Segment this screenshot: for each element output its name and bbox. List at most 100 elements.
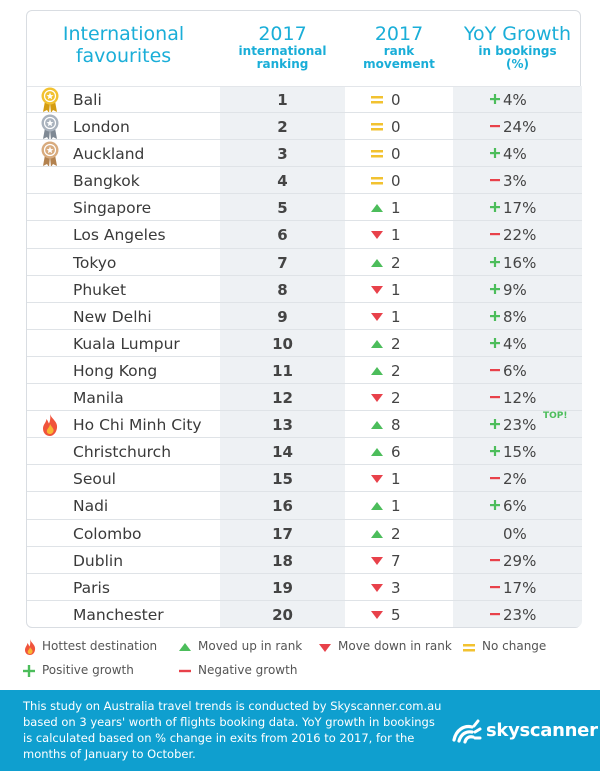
growth-header-sub2: (%) [506, 57, 529, 71]
logo-text: skyscanner [486, 720, 598, 741]
rank-value: 17 [272, 524, 293, 543]
growth-value: 24% [503, 118, 537, 137]
header-divider [27, 86, 580, 87]
minus-icon [490, 585, 500, 588]
movement-value: 7 [391, 551, 401, 570]
table-row: Hong Kong 11 2 6% [27, 357, 582, 385]
growth-header-sub1: in bookings [478, 44, 557, 58]
ranking-header-sub2: ranking [256, 57, 309, 71]
growth-value: 12% [503, 389, 537, 408]
growth-value: 15% [503, 443, 537, 462]
plus-icon [490, 283, 500, 294]
city-name: London [73, 118, 130, 137]
growth-value: 4% [503, 334, 527, 353]
movement-value: 5 [391, 605, 401, 624]
movement-value: 0 [391, 172, 401, 191]
favourites-header-line2: favourites [75, 45, 172, 67]
minus-icon [490, 558, 500, 561]
rank-value: 10 [272, 334, 293, 353]
table-row: Kuala Lumpur 10 2 4% [27, 330, 582, 357]
triangle-up-icon [179, 643, 191, 651]
plus-icon [490, 337, 500, 348]
movement-value: 2 [391, 253, 401, 272]
favourites-header-line1: International [62, 23, 185, 45]
growth-value: 17% [503, 199, 537, 218]
ranking-header: 2017 international ranking [220, 23, 345, 71]
movement-header: 2017 rank movement [345, 23, 453, 71]
gold-medal-icon [41, 87, 59, 113]
triangle-down-icon [371, 610, 383, 619]
city-name: Colombo [73, 524, 142, 543]
legend-no-change-label: No change [482, 639, 547, 653]
row-divider [27, 599, 582, 601]
row-divider [27, 491, 582, 493]
movement-value: 3 [391, 578, 401, 597]
row-divider [27, 166, 582, 168]
top-badge: TOP! [543, 411, 568, 422]
triangle-down-icon [371, 556, 383, 565]
triangle-down-icon [371, 231, 383, 240]
footer-text: This study on Australia travel trends is… [23, 699, 442, 761]
table-row: London 2 0 24% [27, 113, 582, 141]
triangle-up-icon [371, 448, 383, 457]
rank-value: 16 [272, 497, 293, 516]
legend-positive-label: Positive growth [42, 663, 134, 677]
minus-icon [490, 396, 500, 399]
favourites-header: International favourites [27, 23, 220, 67]
city-name: Phuket [73, 280, 127, 299]
triangle-up-icon [371, 529, 383, 538]
minus-icon [490, 179, 500, 182]
rank-value: 2 [277, 118, 288, 137]
movement-value: 1 [391, 280, 401, 299]
city-name: Ho Chi Minh City [73, 416, 202, 435]
rank-value: 3 [277, 145, 288, 164]
row-divider [27, 518, 582, 520]
triangle-down-icon [371, 312, 383, 321]
plus-icon [490, 446, 500, 457]
movement-header-sub1: rank [383, 44, 415, 58]
triangle-down-icon [371, 285, 383, 294]
legend-moved-up-label: Moved up in rank [198, 639, 303, 653]
movement-header-sub2: movement [363, 57, 435, 71]
movement-value: 2 [391, 389, 401, 408]
row-divider [27, 383, 582, 385]
legend-hottest-label: Hottest destination [42, 639, 158, 653]
rankings-table: International favourites 2017 internatio… [26, 10, 582, 628]
table-row: Manila 12 2 12% [27, 384, 582, 412]
rank-value: 6 [277, 226, 288, 245]
plus-icon [490, 500, 500, 511]
equals-icon [463, 644, 475, 652]
table-row: New Delhi 9 1 8% [27, 303, 582, 330]
silver-medal-icon [41, 114, 59, 141]
table-row: Tokyo 7 2 16% [27, 249, 582, 276]
bronze-medal-icon [41, 141, 59, 168]
growth-value: 0% [503, 524, 527, 543]
movement-value: 2 [391, 334, 401, 353]
skyscanner-logo: skyscanner [450, 718, 598, 748]
movement-value: 1 [391, 226, 401, 245]
row-divider [27, 112, 582, 114]
growth-value: 3% [503, 172, 527, 191]
triangle-up-icon [371, 258, 383, 267]
triangle-up-icon [371, 421, 383, 430]
table-row: Christchurch 14 6 15% [27, 438, 582, 466]
rank-value: 9 [277, 307, 288, 326]
growth-value: 4% [503, 145, 527, 164]
row-divider [27, 437, 582, 439]
table-row: Phuket 8 1 9% [27, 276, 582, 303]
rank-value: 13 [272, 416, 293, 435]
city-name: New Delhi [73, 307, 152, 326]
city-name: Kuala Lumpur [73, 334, 180, 353]
triangle-up-icon [371, 339, 383, 348]
row-divider [27, 193, 582, 195]
movement-value: 0 [391, 91, 401, 109]
city-name: Manila [73, 389, 124, 408]
growth-header: YoY Growth in bookings (%) [453, 23, 582, 71]
table-row: Ho Chi Minh City 13 8 23% TOP! [27, 411, 582, 439]
table-row: Dublin 18 7 29% [27, 547, 582, 574]
row-divider [27, 301, 582, 303]
city-name: Christchurch [73, 443, 172, 462]
equals-icon [371, 177, 383, 185]
growth-header-title: YoY Growth [463, 23, 572, 45]
table-row: Singapore 5 1 17% [27, 194, 582, 222]
